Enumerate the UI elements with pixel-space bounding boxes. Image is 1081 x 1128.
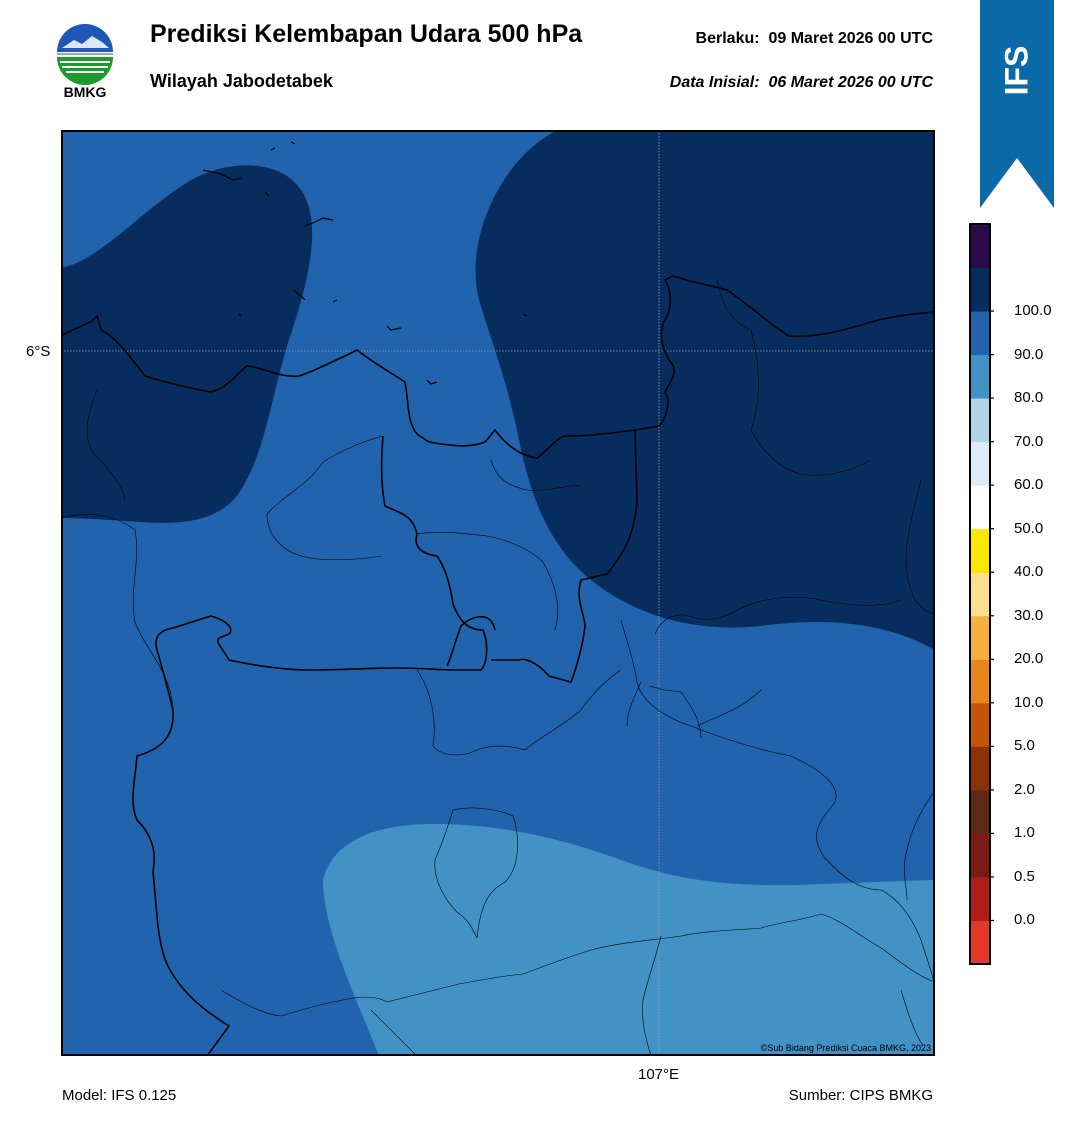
colorbar-tick-label: 100.0 <box>1014 302 1052 320</box>
colorbar-tick-label: 80.0 <box>1014 389 1044 407</box>
coastline <box>60 275 936 459</box>
model-info: Model: IFS 0.125 <box>62 1087 177 1104</box>
longitude-label: 107°E <box>638 1066 680 1083</box>
colorbar-swatch <box>970 572 990 617</box>
colorbar-swatch <box>970 528 990 573</box>
colorbar-ticks: 0.0 0.5 1.0 2.0 5.0 10.0 20.0 30.0 40.0 50.0 60.0 7… <box>968 222 1078 966</box>
colorbar-tick-label: 10.0 <box>1014 693 1044 711</box>
colorbar-swatch <box>970 224 990 269</box>
valid-value: 09 Maret 2026 00 UTC <box>768 30 933 47</box>
colorbar-tick-label: 30.0 <box>1014 606 1044 624</box>
colorbar-tick-label: 2.0 <box>1014 780 1035 798</box>
bmkg-logo: BMKG <box>52 20 118 102</box>
map-canvas <box>60 130 936 1061</box>
colorbar-swatch <box>970 920 990 965</box>
colorbar-swatch <box>970 789 990 834</box>
valid-label: Berlaku: <box>695 30 760 47</box>
map-subtitle: Wilayah Jabodetabek <box>150 71 333 91</box>
zone-very-dark-northeast <box>475 130 935 650</box>
humidity-map: ©Sub Bidang Prediksi Cuaca BMKG, 2023 <box>60 130 936 1061</box>
colorbar-tick-label: 0.5 <box>1014 867 1035 885</box>
colorbar-swatches <box>969 223 994 965</box>
colorbar-swatch <box>970 485 990 530</box>
valid-time: Berlaku: 09 Maret 2026 00 UTC <box>696 30 933 48</box>
map-copyright: ©Sub Bidang Prediksi Cuaca BMKG, 2023 <box>760 1043 931 1053</box>
colorbar-swatch <box>970 876 990 921</box>
latitude-label: 6°S <box>26 343 51 360</box>
colorbar-tick-label: 90.0 <box>1014 345 1044 363</box>
colorbar-swatch <box>970 833 990 878</box>
colorbar-swatch <box>970 267 990 312</box>
province-boundary <box>132 435 488 1057</box>
zone-very-dark-northwest <box>61 165 313 523</box>
colorbar-frame <box>969 223 991 965</box>
map-title: Prediksi Kelembapan Udara 500 hPa <box>150 20 583 48</box>
model-ribbon: IFS <box>980 0 1054 210</box>
init-value: 06 Maret 2026 00 UTC <box>768 74 933 91</box>
thousand-islands <box>202 141 528 385</box>
source-info: Sumber: CIPS BMKG <box>788 1087 933 1104</box>
colorbar-swatch <box>970 398 990 443</box>
colorbar-swatch <box>970 354 990 399</box>
map-frame <box>61 130 935 1056</box>
init-label: Data Inisial: <box>669 74 760 91</box>
colorbar-tick-label: 5.0 <box>1014 737 1035 755</box>
bmkg-logo-icon <box>57 24 113 85</box>
ribbon-label: IFS <box>998 45 1035 96</box>
colorbar-swatch <box>970 746 990 791</box>
colorbar-tick-label: 0.0 <box>1014 911 1035 929</box>
zone-medium-south <box>323 824 935 1056</box>
init-time: Data Inisial: 06 Maret 2026 00 UTC <box>670 74 933 92</box>
ribbon-shape <box>980 0 1054 208</box>
colorbar-tick-label: 20.0 <box>1014 650 1044 668</box>
colorbar-swatch <box>970 659 990 704</box>
colorbar-tick-label: 40.0 <box>1014 563 1044 581</box>
humidity-colorbar: 0.0 0.5 1.0 2.0 5.0 10.0 20.0 30.0 40.0 50.0 60.0 7… <box>968 222 1078 968</box>
colorbar-swatch <box>970 441 990 486</box>
colorbar-tick-label: 1.0 <box>1014 824 1035 842</box>
bmkg-logo-text: BMKG <box>63 84 107 100</box>
colorbar-swatch <box>970 702 990 747</box>
colorbar-tick-label: 70.0 <box>1014 432 1044 450</box>
province-boundary-east <box>491 429 638 683</box>
colorbar-swatch <box>970 615 990 660</box>
regency-boundaries <box>60 279 936 1061</box>
colorbar-swatch <box>970 311 990 356</box>
jakarta-boundary <box>446 615 496 667</box>
colorbar-tick-label: 50.0 <box>1014 519 1044 537</box>
colorbar-tick-label: 60.0 <box>1014 476 1044 494</box>
